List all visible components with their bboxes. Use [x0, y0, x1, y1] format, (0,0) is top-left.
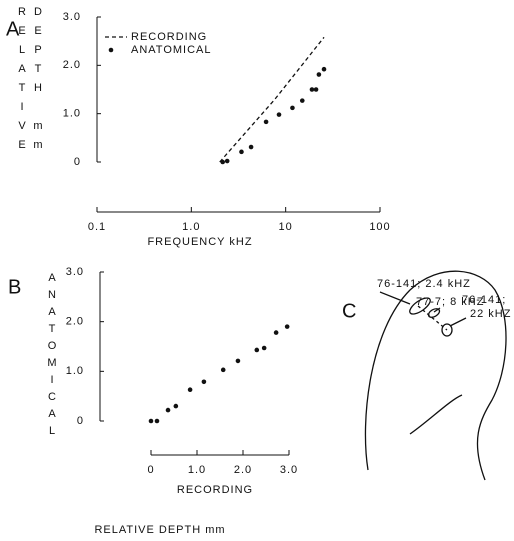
outline — [410, 395, 462, 434]
arrow — [380, 292, 410, 304]
x-axis-label: FREQUENCY kHZ — [147, 236, 252, 248]
panel-label: B — [8, 276, 22, 298]
y-tick-label: 0 — [77, 415, 84, 427]
x-tick-label: 3.0 — [280, 464, 298, 476]
figure: A B C 76-141; 2.4 kHZ 77-7; 8 kHZ 76-141… — [0, 0, 514, 541]
arrow — [450, 318, 466, 326]
x-tick-label: 10 — [279, 221, 293, 233]
point — [285, 324, 290, 329]
x-tick-label: 100 — [369, 221, 390, 233]
x-tick-label: 2.0 — [234, 464, 252, 476]
y-tick-label: 3.0 — [63, 11, 81, 23]
point — [220, 160, 225, 165]
point — [322, 67, 327, 72]
point — [262, 346, 267, 351]
point — [300, 98, 305, 103]
x-axis-label: RECORDING — [177, 484, 253, 496]
point — [310, 87, 315, 92]
point — [236, 359, 241, 364]
x-tick-label: 0.1 — [88, 221, 106, 233]
y-tick-label: 1.0 — [66, 365, 84, 377]
x-tick-label: 1.0 — [182, 221, 200, 233]
diagram-label: 76-141; 2.4 kHZ — [377, 278, 471, 290]
x-tick-label: 1.0 — [188, 464, 206, 476]
point — [221, 368, 226, 373]
panel-label: C — [342, 300, 357, 322]
diagram-label: 22 kHZ — [470, 308, 511, 320]
point — [264, 120, 269, 125]
legend-label: ANATOMICAL — [131, 44, 212, 56]
y-tick-label: 0 — [74, 156, 81, 168]
legend-marker — [109, 48, 114, 53]
legend-label: RECORDING — [131, 31, 207, 43]
y-tick-label: 2.0 — [66, 316, 84, 328]
y-axis-label: ANATOMICAL — [44, 272, 60, 442]
y-axis-label: RELATIVE DEPTH mm — [14, 6, 46, 166]
point — [314, 87, 319, 92]
x-tick-label: 0 — [147, 464, 154, 476]
point — [249, 145, 254, 150]
point — [290, 106, 295, 111]
page: A B C 76-141; 2.4 kHZ 77-7; 8 kHZ 76-141… — [0, 0, 514, 541]
point — [274, 330, 279, 335]
point — [174, 404, 179, 409]
point — [239, 150, 244, 155]
point — [202, 379, 207, 384]
y-tick-label: 3.0 — [66, 266, 84, 278]
caption: RELATIVE DEPTH mm — [94, 524, 225, 536]
point — [254, 348, 259, 353]
series-line — [220, 37, 324, 162]
diagram-label: 76-141; — [462, 294, 506, 306]
point — [166, 408, 171, 413]
y-tick-label: 2.0 — [63, 59, 81, 71]
point — [155, 419, 160, 424]
point — [317, 72, 322, 77]
y-tick-label: 1.0 — [63, 108, 81, 120]
point — [225, 159, 230, 164]
point — [149, 419, 154, 424]
point — [277, 112, 282, 117]
point — [188, 387, 193, 392]
